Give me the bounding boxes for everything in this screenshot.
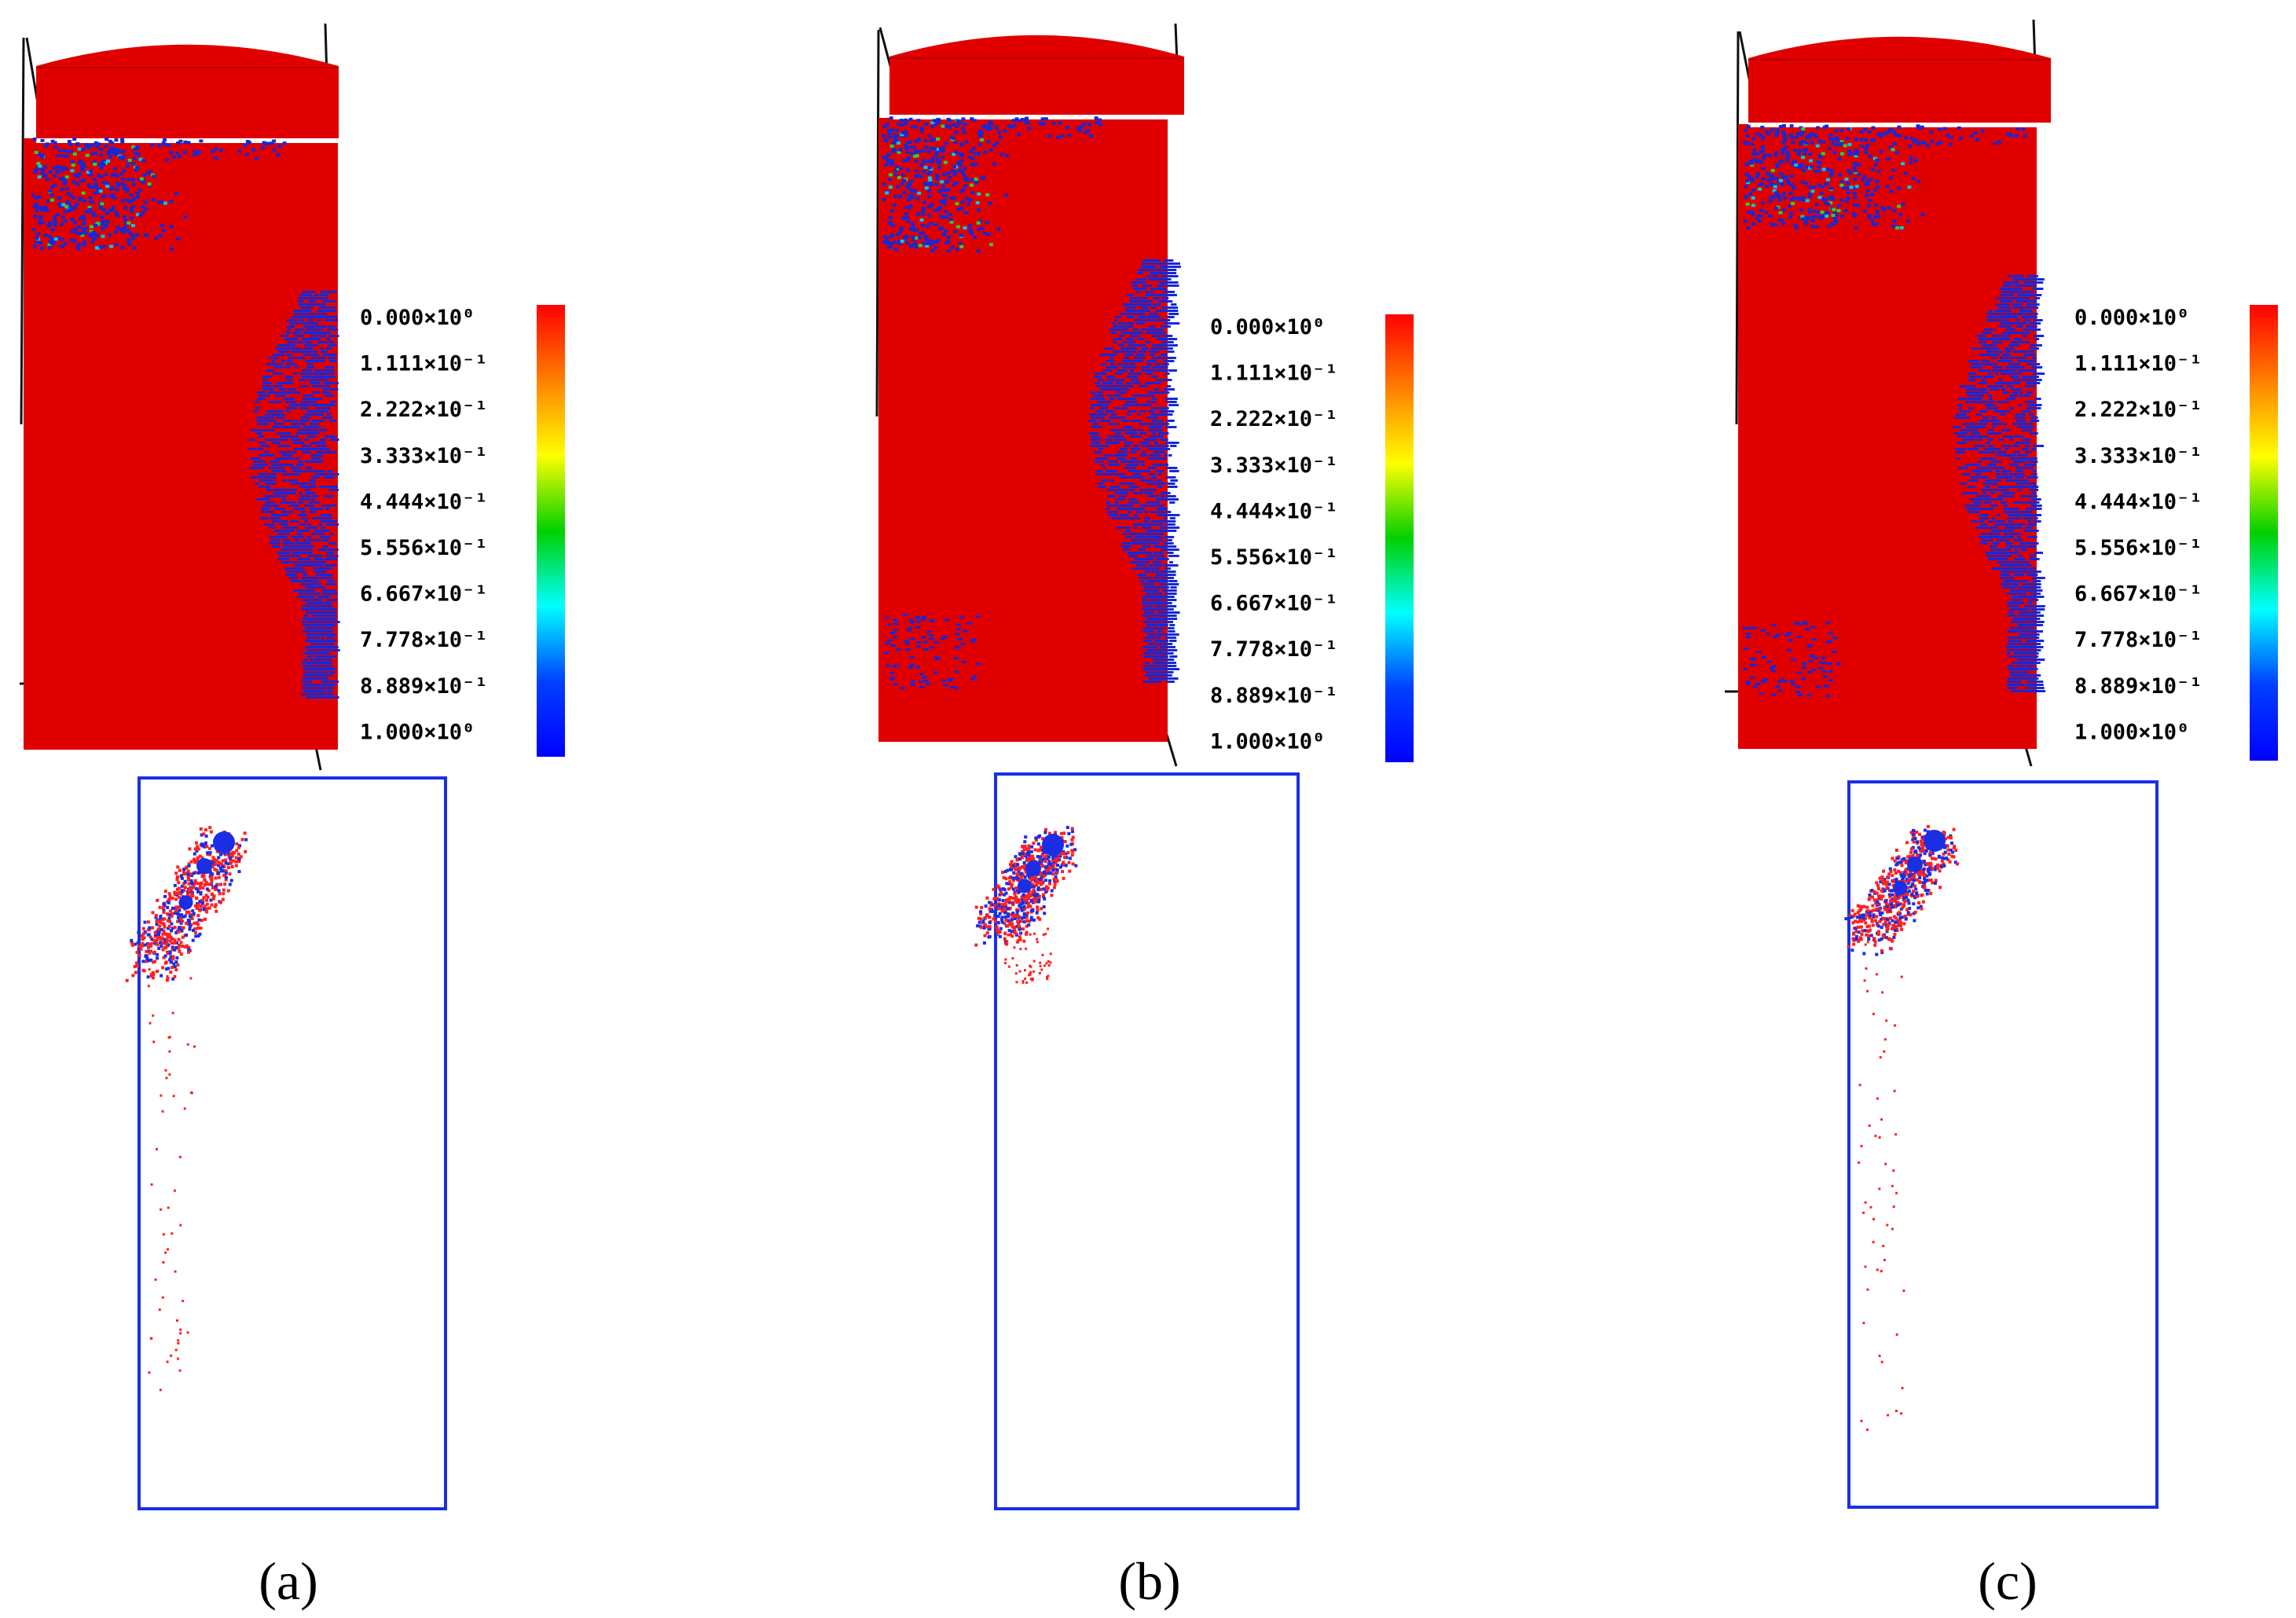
- colorbar-tick-label: 5.556×10⁻¹: [1210, 545, 1338, 570]
- specimen-body: [1738, 124, 2037, 749]
- colorbar: 0.000×10⁰ 1.111×10⁻¹ 2.222×10⁻¹ 3.333×10⁻¹ 4…: [2074, 305, 2278, 761]
- colorbar-tick-label: 0.000×10⁰: [1210, 315, 1325, 339]
- colorbar-tick-label: 2.222×10⁻¹: [360, 398, 488, 422]
- specimen-outline: [994, 772, 1300, 1510]
- colorbar-tick-label: 3.333×10⁻¹: [360, 444, 488, 468]
- damage-zone-top: [31, 138, 287, 251]
- colorbar-tick-label: 8.889×10⁻¹: [360, 674, 488, 699]
- colorbar-tick-label: 7.778×10⁻¹: [360, 628, 488, 652]
- damage-zone-top: [1742, 124, 2027, 697]
- colorbar-tick-label: 5.556×10⁻¹: [360, 536, 488, 560]
- colorbar-tick-label: 1.000×10⁰: [360, 720, 475, 744]
- panel-a: 0.000×10⁰ 1.111×10⁻¹ 2.222×10⁻¹ 3.333×10⁻¹ 4…: [20, 23, 565, 1611]
- colorbar-tick-label: 6.667×10⁻¹: [2074, 582, 2202, 607]
- specimen-outline: [1847, 780, 2158, 1509]
- colorbar-tick-label: 2.222×10⁻¹: [1210, 407, 1338, 431]
- colorbar-tick-label: 0.000×10⁰: [360, 306, 475, 330]
- colorbar-tick-label: 1.000×10⁰: [1210, 729, 1325, 754]
- colorbar-tick-label: 7.778×10⁻¹: [2074, 628, 2202, 652]
- specimen-outline: [138, 776, 447, 1510]
- colorbar-tick-label: 7.778×10⁻¹: [1210, 637, 1338, 662]
- colorbar-tick-label: 6.667×10⁻¹: [360, 582, 488, 607]
- colorbar-tick-label: 8.889×10⁻¹: [1210, 684, 1338, 708]
- colorbar-tick-label: 2.222×10⁻¹: [2074, 398, 2202, 422]
- panel-b: 0.000×10⁰ 1.111×10⁻¹ 2.222×10⁻¹ 3.333×10⁻¹ 4…: [875, 23, 1414, 1611]
- colorbar-tick-label: 6.667×10⁻¹: [1210, 592, 1338, 616]
- colorbar-gradient: [1385, 314, 1414, 762]
- specimen-body: [24, 138, 338, 750]
- damage-band: [1088, 259, 1181, 683]
- colorbar-tick-label: 0.000×10⁰: [2074, 306, 2189, 330]
- damage-contour-render: [20, 23, 340, 771]
- colorbar-tick-label: 1.111×10⁻¹: [360, 352, 488, 376]
- colorbar: 0.000×10⁰ 1.111×10⁻¹ 2.222×10⁻¹ 3.333×10⁻¹ 4…: [360, 305, 565, 757]
- colorbar-gradient: [2250, 305, 2278, 761]
- colorbar-tick-label: 1.111×10⁻¹: [1210, 361, 1338, 386]
- loading-platen: [1748, 36, 2051, 124]
- damage-band: [1953, 275, 2045, 692]
- damage-contour-render: [1725, 19, 2051, 767]
- crack-distribution: [1844, 780, 2158, 1509]
- colorbar-tick-label: 3.333×10⁻¹: [1210, 453, 1338, 478]
- colorbar: 0.000×10⁰ 1.111×10⁻¹ 2.222×10⁻¹ 3.333×10⁻¹ 4…: [1210, 314, 1414, 762]
- panel-label: (b): [1118, 1551, 1180, 1611]
- colorbar-gradient: [537, 305, 565, 757]
- colorbar-tick-label: 1.111×10⁻¹: [2074, 352, 2202, 376]
- damage-contour-render: [875, 23, 1184, 767]
- colorbar-tick-label: 5.556×10⁻¹: [2074, 536, 2202, 560]
- damage-band: [248, 291, 340, 699]
- colorbar-tick-label: 1.000×10⁰: [2074, 720, 2189, 744]
- colorbar-tick-label: 4.444×10⁻¹: [1210, 499, 1338, 523]
- colorbar-tick-label: 4.444×10⁻¹: [360, 490, 488, 514]
- panel-label: (c): [1978, 1551, 2037, 1611]
- crack-distribution: [974, 772, 1300, 1510]
- panel-c: 0.000×10⁰ 1.111×10⁻¹ 2.222×10⁻¹ 3.333×10⁻¹ 4…: [1725, 19, 2278, 1611]
- damage-zone-top: [882, 116, 1102, 690]
- colorbar-tick-label: 3.333×10⁻¹: [2074, 444, 2202, 468]
- crack-distribution: [125, 776, 447, 1510]
- colorbar-tick-label: 8.889×10⁻¹: [2074, 674, 2202, 699]
- loading-platen: [889, 35, 1184, 116]
- colorbar-tick-label: 4.444×10⁻¹: [2074, 490, 2202, 514]
- panel-label: (a): [259, 1551, 317, 1611]
- loading-platen: [36, 44, 339, 140]
